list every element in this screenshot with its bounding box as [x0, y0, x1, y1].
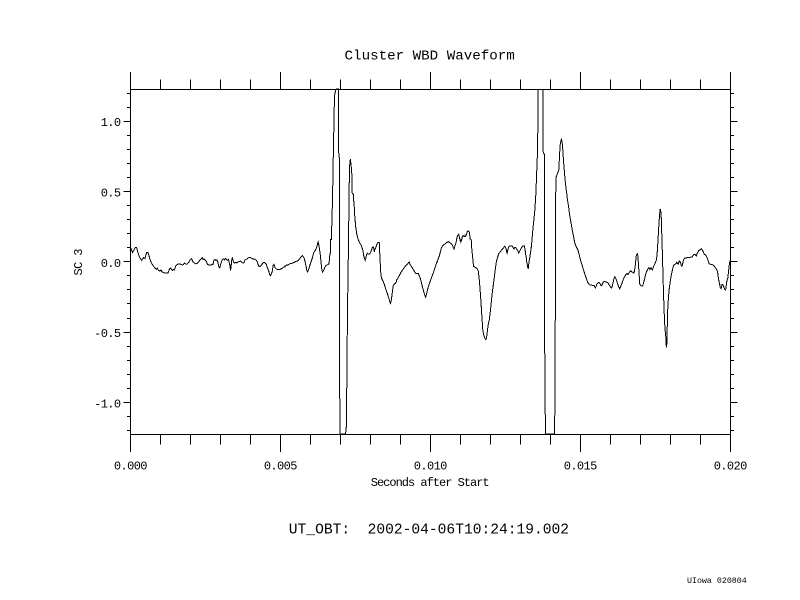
- svg-text:0.5: 0.5: [101, 187, 121, 201]
- svg-text:Seconds after Start: Seconds after Start: [371, 476, 489, 490]
- svg-text:1.0: 1.0: [101, 116, 121, 130]
- svg-text:0.000: 0.000: [114, 460, 147, 474]
- svg-text:UIowa 020804: UIowa 020804: [687, 577, 747, 586]
- svg-text:0.015: 0.015: [564, 460, 597, 474]
- svg-text:-0.5: -0.5: [94, 327, 121, 341]
- svg-text:0.010: 0.010: [414, 460, 447, 474]
- svg-text:-1.0: -1.0: [94, 397, 121, 411]
- svg-text:0.005: 0.005: [264, 460, 297, 474]
- svg-text:Cluster WBD Waveform: Cluster WBD Waveform: [345, 49, 515, 65]
- svg-text:0.0: 0.0: [101, 257, 121, 271]
- svg-text:UT_OBT: 2002-04-06T10:24:19.0: UT_OBT: 2002-04-06T10:24:19.002: [289, 523, 569, 539]
- svg-text:SC 3: SC 3: [72, 249, 86, 276]
- svg-text:0.020: 0.020: [714, 460, 747, 474]
